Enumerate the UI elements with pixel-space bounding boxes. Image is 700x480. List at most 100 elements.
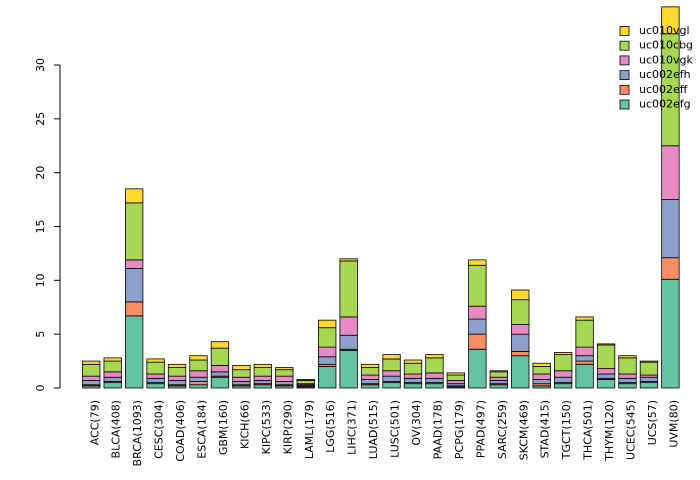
bar-segment-uc010cbg [103, 360, 122, 373]
bar-segment-uc010cbg [489, 371, 508, 378]
bar-segment-uc010vgk [618, 373, 637, 379]
bar-segment-uc010vgl [446, 372, 466, 376]
y-tick-label: 20 [34, 166, 47, 180]
bar-segment-uc002eff [511, 350, 530, 357]
bar-segment-uc010vgl [232, 364, 251, 371]
legend-swatch-uc010vgk [619, 55, 630, 66]
bar-segment-uc010cbg [554, 354, 573, 372]
bar-segment-uc010cbg [468, 264, 487, 307]
legend-label-uc010cbg: uc010cbg [639, 39, 693, 52]
y-tick-label: 15 [34, 220, 47, 234]
x-tick-label: ESCA(184) [196, 400, 209, 459]
bar-segment-uc002efg [618, 383, 637, 389]
x-tick-label: TGCT(150) [560, 400, 573, 460]
x-tick-label: SKCM(469) [517, 400, 530, 460]
bar-segment-uc010vgl [189, 355, 208, 361]
y-tick-label: 30 [34, 58, 47, 72]
bar-segment-uc010cbg [511, 299, 530, 325]
bar-segment-uc010vgk [661, 145, 680, 200]
bar-segment-uc002efh [103, 376, 122, 382]
bar-segment-uc010vgk [403, 373, 423, 379]
bar-segment-uc002efh [318, 356, 337, 365]
bar-segment-uc002efh [382, 375, 401, 382]
bar-segment-uc002efg [125, 315, 144, 389]
bar-segment-uc010vgk [167, 375, 187, 381]
x-tick-label: PAAD(178) [431, 400, 444, 459]
x-tick-label: UCS(57) [646, 400, 659, 445]
bar-segment-uc002eff [125, 301, 144, 317]
x-tick-label: LUAD(515) [367, 400, 380, 459]
x-tick-label: KIPC(533) [260, 400, 273, 454]
y-tick-label: 10 [34, 273, 47, 287]
x-tick-label: PCPG(179) [453, 400, 466, 459]
bar-segment-uc010cbg [296, 380, 315, 385]
bar-segment-uc002efh [639, 376, 659, 382]
bar-segment-uc002efh [82, 380, 101, 386]
bar-segment-uc010vgk [425, 372, 444, 379]
bar-segment-uc010cbg [82, 363, 101, 377]
bar-segment-uc002efh [532, 378, 551, 385]
bar-segment-uc010vgl [425, 354, 444, 359]
bar-segment-uc010vgk [210, 364, 230, 373]
bar-segment-uc010vgk [468, 305, 487, 320]
bar-segment-uc010vgl [103, 357, 122, 362]
bar-segment-uc002efh [167, 380, 187, 386]
bar-segment-uc010vgk [489, 376, 508, 381]
bar-segment-uc010vgl [382, 354, 401, 360]
x-tick-label: PPAD(497) [474, 400, 487, 458]
bar-segment-uc002efh [189, 376, 208, 382]
x-tick-label: LUSC(501) [389, 400, 402, 458]
bar-segment-uc010cbg [210, 347, 230, 366]
bar-segment-uc002eff [575, 360, 594, 365]
bar-segment-uc002efh [253, 380, 273, 385]
bar-segment-uc002efg [639, 382, 659, 389]
legend-label-uc002efg: uc002efg [639, 98, 691, 111]
bar-segment-uc010cbg [232, 369, 251, 378]
bar-segment-uc010vgk [511, 324, 530, 335]
bar-segment-uc010vgl [318, 319, 337, 329]
bar-segment-uc002efg [554, 383, 573, 389]
bar-segment-uc002eff [189, 381, 208, 386]
bar-segment-uc002efg [661, 278, 680, 389]
bar-segment-uc010vgl [296, 378, 315, 381]
bar-segment-uc010cbg [618, 357, 637, 375]
bar-segment-uc010vgl [167, 363, 187, 368]
bar-segment-uc010cbg [275, 369, 294, 377]
x-tick-label: OV(304) [410, 400, 423, 446]
legend-label-uc010vgk: uc010vgk [639, 53, 694, 66]
bar-segment-uc010vgl [618, 355, 637, 359]
bar-segment-uc002efg [403, 383, 423, 389]
legend-label-uc010vgl: uc010vgl [639, 24, 690, 37]
bar-segment-uc002efg [596, 378, 616, 389]
bar-segment-uc002efg [360, 384, 380, 389]
bar-segment-uc010vgk [446, 380, 466, 385]
legend-label-uc002eff: uc002eff [639, 83, 688, 96]
bar-segment-uc010cbg [167, 367, 187, 377]
x-tick-label: STAD(415) [539, 400, 552, 458]
bar-segment-uc002efh [275, 381, 294, 386]
bar-segment-uc010cbg [253, 367, 273, 377]
bar-segment-uc002efh [554, 376, 573, 384]
x-tick-label: UCEC(545) [625, 400, 638, 460]
bar-segment-uc002efg [318, 366, 337, 389]
y-tick-label: 5 [34, 331, 47, 338]
bar-segment-uc010vgl [125, 188, 144, 204]
bar-segment-uc010vgk [125, 259, 144, 269]
x-tick-label: GBM(160) [217, 400, 230, 455]
bar-segment-uc002efh [146, 377, 165, 384]
bar-segment-uc010vgk [318, 346, 337, 358]
bar-segment-uc010vgk [554, 370, 573, 378]
x-tick-label: THCA(501) [582, 400, 595, 461]
bar-segment-uc010cbg [125, 202, 144, 261]
bar-segment-uc002efh [210, 371, 230, 377]
bar-segment-uc002efg [425, 383, 444, 389]
bar-segment-uc010vgk [596, 368, 616, 375]
bar-segment-uc010vgk [103, 371, 122, 378]
y-tick-label: 25 [34, 112, 47, 126]
bar-segment-uc010vgl [146, 358, 165, 363]
bar-segment-uc010cbg [425, 357, 444, 374]
bar-segment-uc002efg [382, 382, 401, 389]
bar-segment-uc002efg [511, 355, 530, 389]
x-tick-label: LAML(179) [303, 400, 316, 459]
